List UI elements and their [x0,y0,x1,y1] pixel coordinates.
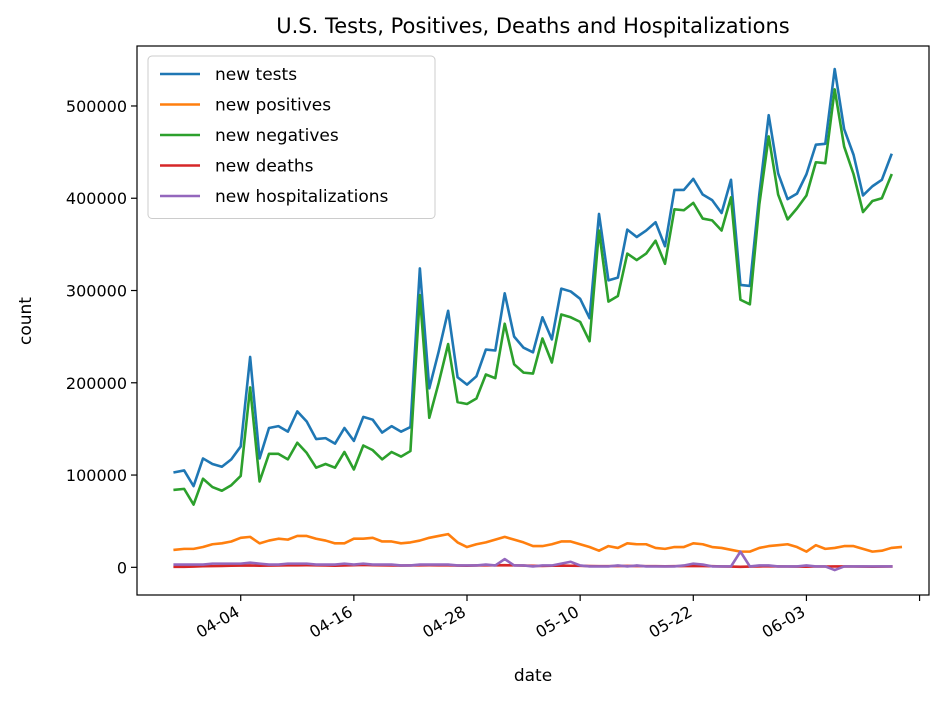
y-tick-label: 400000 [66,189,127,208]
x-tick-label: 04-28 [419,602,469,642]
y-tick-label: 200000 [66,374,127,393]
legend: new tests new positives new negatives new d… [147,55,436,219]
legend-entry: new hospitalizations [215,187,389,207]
y-tick-label: 500000 [66,97,127,116]
series-line-0 [173,67,893,488]
x-axis-label: date [514,666,552,686]
y-axis: 0 100000 200000 300000 400000 500000 [66,97,137,577]
series-line-1 [173,532,903,553]
y-tick-label: 300000 [66,282,127,301]
plot-frame [136,45,930,596]
x-tick-label: 04-16 [306,602,356,642]
x-tick-label: 05-10 [532,602,582,642]
y-tick-label: 0 [117,558,127,577]
legend-entry: new tests [215,65,297,85]
series-line-2 [173,88,893,506]
legend-box [147,55,436,219]
x-tick-label: 04-04 [193,602,243,642]
legend-entry: new negatives [215,126,339,146]
x-axis: 04-04 04-16 04-28 05-10 05-22 06-03 [193,595,921,642]
legend-entry: new positives [215,96,331,116]
y-axis-label: count [16,297,36,345]
series-layer [173,67,903,572]
chart-title: U.S. Tests, Positives, Deaths and Hospit… [276,14,790,38]
y-tick-label: 100000 [66,466,127,485]
plot-area [136,45,930,596]
x-tick-label: 06-03 [759,602,809,642]
x-tick-label: 05-22 [646,602,696,642]
series-line-4 [173,550,893,572]
legend-entry: new deaths [215,157,314,177]
